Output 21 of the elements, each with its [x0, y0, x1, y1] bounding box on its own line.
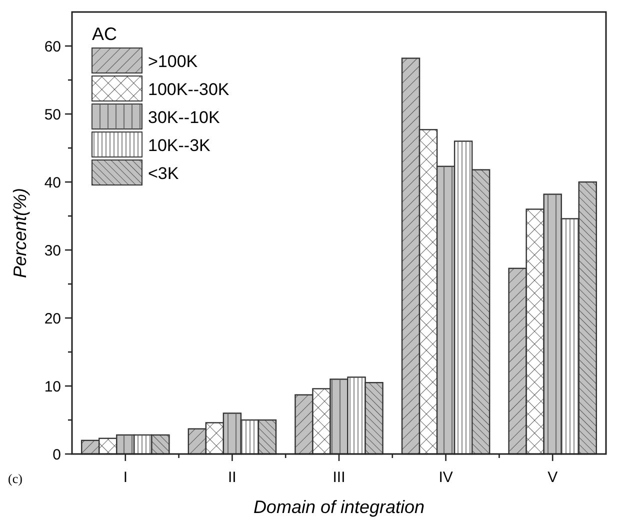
x-tick-label: II: [228, 469, 236, 486]
y-tick-label: 20: [44, 310, 61, 328]
y-tick-label: 0: [52, 446, 61, 464]
y-tick-label: 60: [44, 38, 61, 56]
text: (c): [8, 471, 22, 486]
legend-label: >100K: [148, 52, 198, 71]
y-tick-label: 10: [44, 378, 61, 396]
legend-title: AC: [92, 24, 118, 44]
x-tick-label: IV: [438, 469, 453, 486]
y-tick-label: 50: [44, 106, 61, 124]
y-axis-title: Percent(%): [10, 188, 30, 278]
x-tick-label: III: [332, 469, 346, 486]
legend-label: 100K--30K: [148, 80, 230, 99]
legend-label: 30K--10K: [148, 108, 220, 127]
x-tick-label: V: [548, 469, 558, 486]
y-tick-label: 30: [44, 242, 61, 260]
y-tick-label: 40: [44, 174, 61, 192]
x-axis-title: Domain of integration: [253, 497, 425, 517]
x-tick-label: I: [123, 469, 128, 486]
legend-label: 10K--3K: [148, 136, 212, 155]
legend-label: <3K: [148, 164, 180, 183]
